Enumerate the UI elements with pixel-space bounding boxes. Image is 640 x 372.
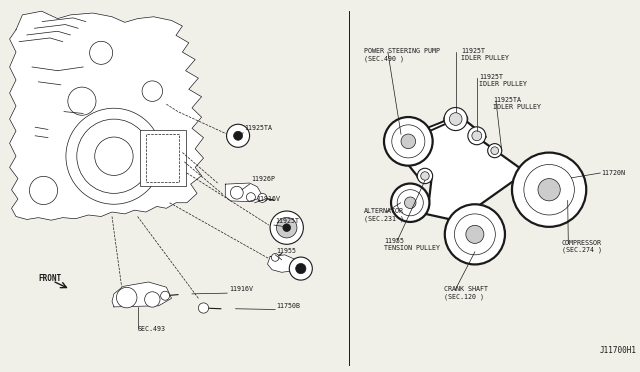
Polygon shape [385,113,573,231]
Text: 11925T
IDLER PULLEY: 11925T IDLER PULLEY [479,74,527,87]
Polygon shape [10,11,204,220]
Ellipse shape [445,204,505,264]
Polygon shape [384,112,463,150]
Text: ALTERNATOR
(SEC.231 ): ALTERNATOR (SEC.231 ) [364,208,404,222]
Text: SEC.493: SEC.493 [138,326,166,332]
Polygon shape [268,255,298,272]
Text: POWER STEERING PUMP
(SEC.490 ): POWER STEERING PUMP (SEC.490 ) [364,48,440,62]
Text: 11925TA
IDLER PULLEY: 11925TA IDLER PULLEY [493,97,541,110]
Polygon shape [225,183,261,202]
Ellipse shape [472,131,482,141]
Text: COMPRESSOR
(SEC.274 ): COMPRESSOR (SEC.274 ) [562,240,602,253]
Polygon shape [112,282,172,307]
Bar [140,130,186,186]
Ellipse shape [417,168,433,184]
Ellipse shape [401,134,415,149]
Text: 11750B: 11750B [276,303,301,309]
Ellipse shape [512,153,586,227]
Text: 11925T: 11925T [275,218,300,224]
Bar [146,134,179,182]
Ellipse shape [276,217,297,238]
Ellipse shape [491,147,499,154]
Ellipse shape [234,131,243,140]
Ellipse shape [283,224,291,231]
Ellipse shape [444,108,467,131]
Ellipse shape [145,292,160,307]
Ellipse shape [488,144,502,158]
Text: 11916V: 11916V [256,196,280,202]
Ellipse shape [449,113,462,125]
Ellipse shape [289,257,312,280]
Ellipse shape [227,124,250,147]
Ellipse shape [466,225,484,243]
Text: 11955: 11955 [276,248,296,254]
Text: 11955
TENSION PULLEY: 11955 TENSION PULLEY [384,238,440,251]
Ellipse shape [116,287,137,308]
Ellipse shape [538,179,560,201]
Text: 11925T
IDLER PULLEY: 11925T IDLER PULLEY [461,48,509,61]
Ellipse shape [198,303,209,313]
Text: J11700H1: J11700H1 [600,346,637,355]
Ellipse shape [420,172,429,180]
Ellipse shape [271,254,279,261]
Ellipse shape [296,263,306,274]
Text: 11925TA: 11925TA [244,125,273,131]
Ellipse shape [468,127,486,145]
Ellipse shape [384,117,433,166]
Text: 11926P: 11926P [251,176,275,182]
Text: CRANK SHAFT
(SEC.120 ): CRANK SHAFT (SEC.120 ) [444,286,488,300]
Ellipse shape [391,183,429,222]
Ellipse shape [270,211,303,244]
Ellipse shape [161,291,170,300]
Text: FRONT: FRONT [38,274,61,283]
Text: 11916V: 11916V [229,286,253,292]
Text: 11720N: 11720N [602,170,625,176]
Ellipse shape [404,197,416,208]
Ellipse shape [258,193,267,202]
